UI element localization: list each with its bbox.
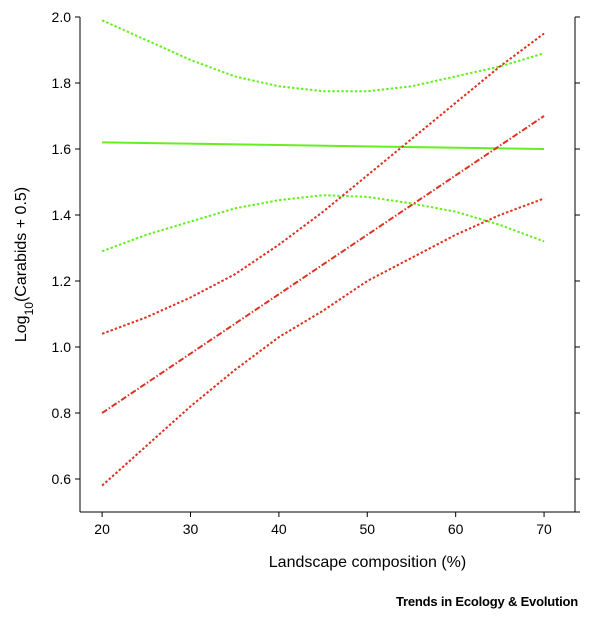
- series-line-5: [101, 197, 545, 487]
- y-tick-label: 1.2: [52, 273, 72, 289]
- y-tick-label: 0.8: [52, 405, 72, 421]
- x-tick-label: 50: [359, 521, 375, 537]
- y-tick-label: 1.8: [52, 75, 72, 91]
- series-line-2: [101, 194, 545, 253]
- y-tick-label: 0.6: [52, 471, 72, 487]
- series-line-0: [102, 141, 545, 150]
- y-tick-label: 1.4: [52, 207, 72, 223]
- x-tick-label: 70: [536, 521, 552, 537]
- journal-credit: Trends in Ecology & Evolution: [396, 594, 578, 609]
- x-tick-label: 20: [94, 521, 110, 537]
- chart-series: [101, 19, 545, 487]
- x-tick-label: 40: [271, 521, 287, 537]
- y-axis-title: Log10(Carabids + 0.5): [13, 187, 36, 342]
- chart-axes: [75, 16, 580, 517]
- x-tick-label: 30: [183, 521, 199, 537]
- chart-labels: 20 30 40 50 60 70 0.6 0.8 1.0 1.2 1.4 1.6 1.8 2.0 Land…: [13, 9, 552, 571]
- series-line-3: [101, 115, 545, 414]
- y-tick-label: 2.0: [52, 9, 72, 25]
- x-tick-label: 60: [448, 521, 464, 537]
- y-tick-label: 1.0: [52, 339, 72, 355]
- series-line-4: [101, 32, 545, 335]
- series-line-1: [101, 19, 545, 93]
- x-axis-title: Landscape composition (%): [269, 554, 466, 571]
- y-tick-label: 1.6: [52, 141, 72, 157]
